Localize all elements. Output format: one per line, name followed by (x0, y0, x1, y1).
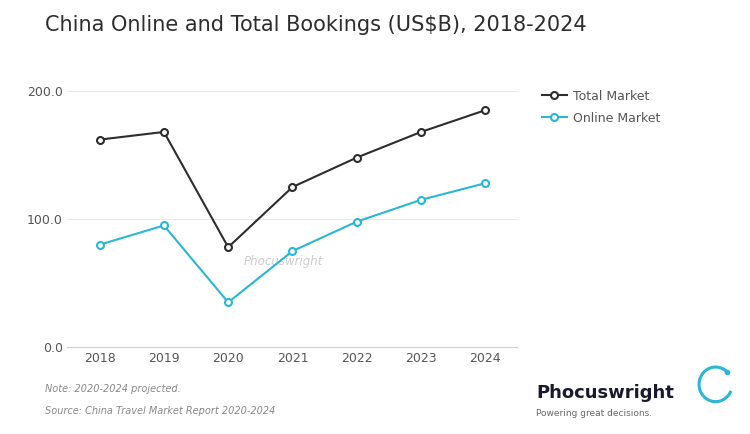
Text: Note: 2020-2024 projected.: Note: 2020-2024 projected. (45, 384, 181, 394)
Text: Phocuswright: Phocuswright (244, 255, 323, 268)
Text: China Online and Total Bookings (US$B), 2018-2024: China Online and Total Bookings (US$B), … (45, 15, 586, 35)
Text: Phocuswright: Phocuswright (536, 384, 674, 402)
Text: Source: China Travel Market Report 2020-2024: Source: China Travel Market Report 2020-… (45, 406, 275, 416)
Text: Powering great decisions.: Powering great decisions. (536, 409, 652, 418)
Legend: Total Market, Online Market: Total Market, Online Market (542, 90, 660, 125)
